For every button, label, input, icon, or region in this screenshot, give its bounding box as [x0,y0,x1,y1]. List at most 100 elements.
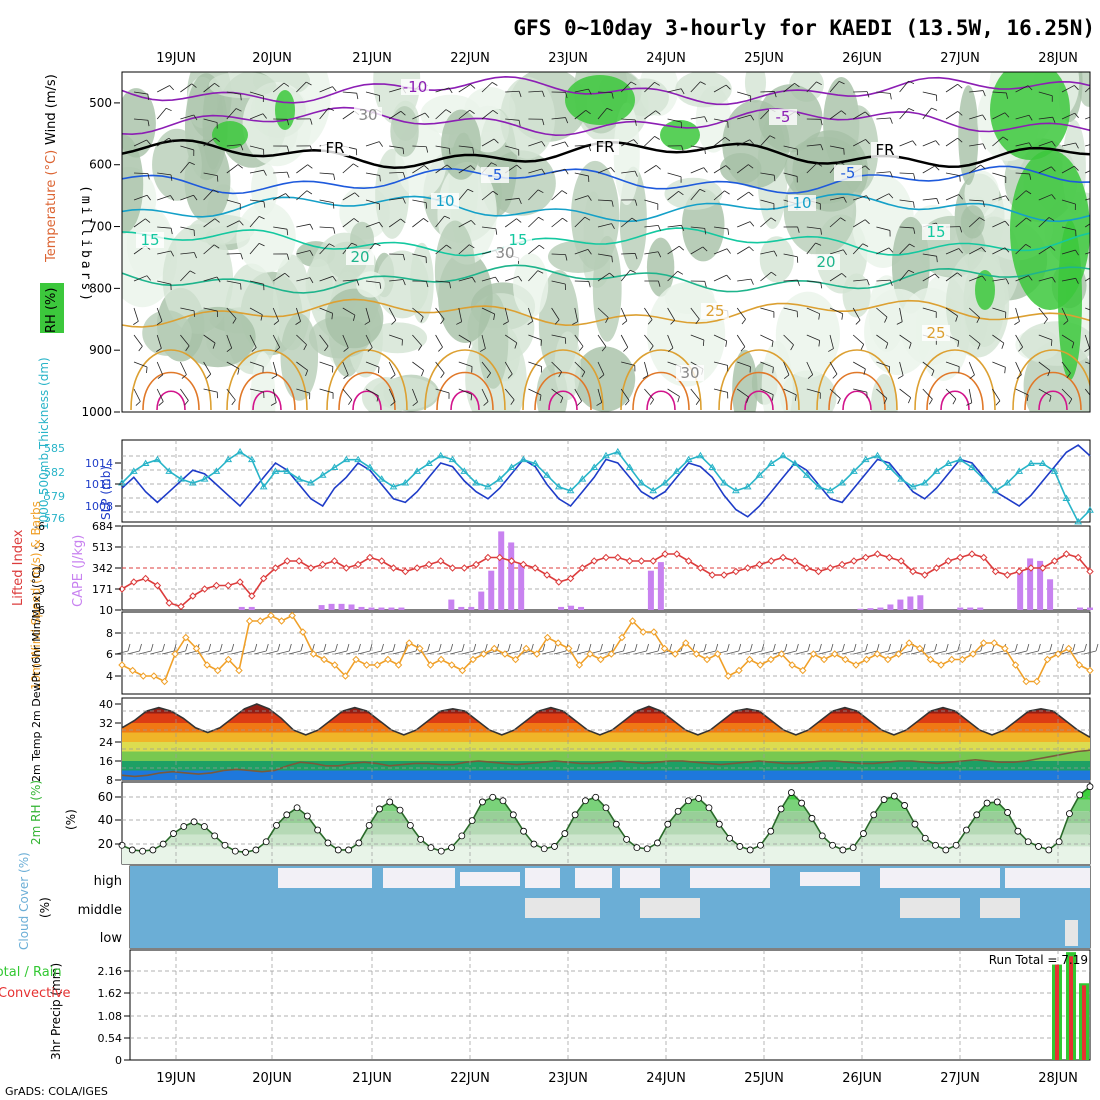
wind-barb [203,218,216,228]
series-point [501,650,509,658]
wind-barb-flag [841,313,844,320]
wind-barb-flag [629,269,636,274]
wind-barb [969,275,983,282]
wind-barb [899,80,909,93]
wind-barb [203,118,218,123]
series-point [1033,677,1041,686]
series-point [937,661,945,669]
series-point [1024,838,1032,846]
wind-barb [945,194,960,201]
wind-barb [829,110,842,120]
series-point [654,839,661,847]
wind-barb-flag [1075,249,1079,256]
series-line [122,703,1090,738]
series-point [401,479,410,486]
cloud-gap [900,898,960,918]
wind-barb [1015,388,1029,396]
wind10-barb-flag [438,643,442,652]
wind10-barb-flag [381,643,384,652]
wind-barb-flag [514,342,518,349]
wind-barb [249,216,260,228]
isotherm-line [646,390,676,411]
wind-barb-flag [818,313,820,320]
series-point [590,557,598,565]
series-point [586,650,594,658]
wind10-barb [1014,650,1027,655]
wind-barb [945,248,960,255]
series-point [664,820,672,828]
wind-barb [249,113,264,120]
wind-barb [574,195,589,201]
series-point [307,564,315,572]
wind10-barb [542,650,555,655]
series-point [979,639,988,647]
cloud-gap [525,898,600,918]
wind-barb [156,107,167,120]
series-point [1014,827,1022,835]
wind-barb-flag [420,316,424,323]
wind-barb [296,307,301,322]
rh-legend-swatch [40,283,64,333]
wind-barb-flag [1051,141,1056,147]
rh-contour [208,72,277,99]
tick-label: 0.54 [98,1032,123,1045]
series-point [551,843,558,850]
wind-barb-flag [402,254,406,261]
series-point [1043,655,1052,664]
wind10-barb [599,650,613,655]
wind-barb-flag [815,242,822,246]
wind-barb-flag [502,321,509,325]
isotherm-label: 15 [926,223,945,241]
tick-label: 40 [99,698,113,711]
tick-label: 576 [44,512,65,525]
wind10-barb [657,650,670,655]
series-point [1086,666,1094,675]
wind-barb-flag [658,280,661,287]
cape-bar [238,606,245,610]
date-label-bottom: 20JUN [252,1071,292,1086]
wind-barb-flag [790,344,794,351]
rh2m-label: 2m RH (%) [29,780,43,845]
wind-barb [365,199,380,205]
wind-barb [736,246,750,255]
wind-barb [644,199,658,205]
wind-barb-flag [1004,367,1006,374]
wind10-barb-flag [669,643,673,652]
series-point [715,820,723,828]
series-point [830,650,839,658]
wind-barb [899,334,912,344]
wind10-barb [392,650,405,655]
series-point [200,475,209,482]
rh-contour [376,250,429,319]
wind-barb-flag [147,94,149,101]
series-point [958,655,967,664]
series-point [479,798,486,806]
wind10-barb [288,650,301,655]
wind-barb-flag [741,318,746,325]
wind-barb [1061,388,1073,400]
wind-barb-flag [843,196,847,203]
wind-barb [597,199,612,202]
wind-barb [853,361,866,370]
cloud-unit: (%) [38,897,52,918]
wind-barb-flag [558,371,562,378]
wind-barb-flag [158,401,164,406]
cape-bar [378,607,385,610]
wind-barb [412,361,424,371]
wind-barb-flag [537,270,544,274]
cape-bar [877,607,884,610]
wind-barb-flag [157,374,163,379]
series-point [736,843,744,850]
wind-barb [1038,276,1053,282]
wind-barb-flag [286,171,290,178]
series-point [897,475,906,482]
series-point [649,486,658,494]
rh-contour [513,253,549,318]
series-point [458,666,467,675]
wind-barb [713,388,728,393]
wind-barb [853,279,868,282]
wind-barb [806,361,814,375]
series-point [376,805,383,813]
wind10-barb-flag [588,643,592,652]
